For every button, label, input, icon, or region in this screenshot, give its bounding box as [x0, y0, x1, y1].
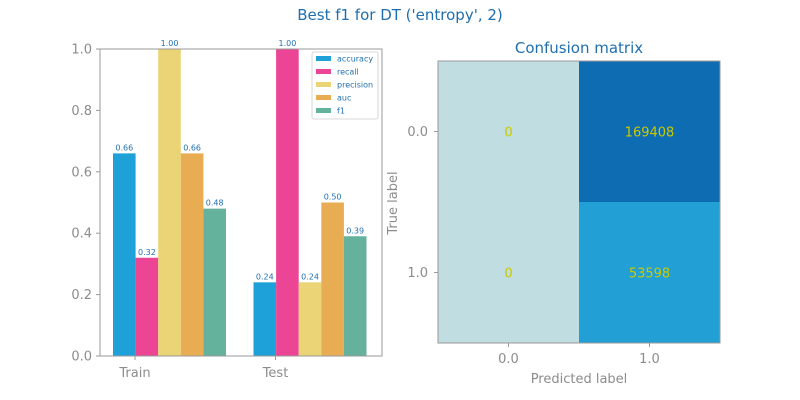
bar-f1-test [343, 236, 367, 356]
data-label: 1.00 [161, 39, 179, 48]
matrix-cells [438, 61, 720, 343]
bar-f1-train [203, 208, 226, 356]
x-axis: Train Test [118, 356, 288, 381]
y-tick-label: 0.0 [407, 125, 428, 140]
x-tick-label: Train [118, 366, 150, 381]
bar-data-labels: 0.66 0.32 1.00 0.66 0.48 0.24 1.00 0.24 0.50 0.39 [115, 39, 364, 281]
legend: accuracy recall precision auc f1 [311, 51, 379, 120]
data-label: 0.39 [346, 226, 364, 235]
confusion-matrix-title: Confusion matrix [515, 39, 643, 57]
data-label: 0.66 [183, 143, 201, 152]
data-label: 1.00 [278, 39, 296, 48]
bar-auc-test [321, 202, 344, 356]
figure-title: Best f1 for DT ('entropy', 2) [297, 6, 503, 24]
x-tick-label: Test [262, 366, 289, 381]
bar-recall-train [135, 257, 159, 356]
bar-accuracy-test [253, 282, 277, 356]
bar-recall-test [276, 49, 299, 356]
legend-swatch-recall [316, 69, 331, 74]
bar-chart: 0.0 0.2 0.4 0.6 0.8 1.0 Train Test 0.66 0.32 1.0… [71, 39, 383, 381]
legend-label: accuracy [337, 55, 373, 64]
data-label: 0.32 [138, 248, 156, 257]
data-label: 0.66 [115, 143, 133, 152]
matrix-cell [579, 202, 720, 343]
bar-auc-train [180, 153, 204, 356]
y-tick-label: 0.2 [71, 288, 92, 303]
matrix-frame [437, 60, 721, 344]
legend-box [311, 51, 379, 120]
bar-precision-test [298, 282, 322, 356]
matrix-cell-value: 0 [504, 267, 512, 282]
bar-accuracy-train [113, 153, 136, 356]
matrix-cell [579, 61, 720, 202]
matrix-cell-value: 0 [504, 126, 512, 141]
y-tick-label: 1.0 [71, 43, 92, 58]
bar-series [113, 49, 367, 356]
y-tick-label: 0.4 [71, 227, 92, 242]
data-label: 0.24 [256, 272, 274, 281]
legend-swatch-accuracy [316, 56, 331, 61]
data-label: 0.48 [206, 199, 224, 208]
matrix-cell-labels: 0 169408 0 53598 [504, 126, 674, 282]
y-axis: 0.0 0.2 0.4 0.6 0.8 1.0 [71, 43, 100, 365]
data-label: 0.50 [324, 193, 342, 202]
matrix-cell-value: 169408 [625, 126, 675, 141]
legend-label: f1 [337, 107, 345, 116]
x-tick-label: 1.0 [639, 352, 660, 367]
data-label: 0.24 [301, 272, 319, 281]
legend-label: auc [337, 94, 351, 103]
y-axis-label: True label [386, 171, 401, 235]
y-tick-label: 0.6 [71, 165, 92, 180]
legend-label: precision [337, 81, 373, 90]
legend-swatch-auc [316, 95, 331, 100]
legend-swatch-precision [316, 82, 331, 87]
matrix-cell [438, 202, 579, 343]
plot-frame [99, 48, 383, 357]
x-tick-label: 0.0 [498, 352, 519, 367]
y-tick-label: 0.0 [71, 350, 92, 365]
matrix-cell-value: 53598 [629, 267, 670, 282]
y-tick-label: 0.8 [71, 104, 92, 119]
legend-label: recall [337, 68, 359, 77]
legend-swatch-f1 [316, 108, 331, 113]
matrix-ticks: 0.0 1.0 0.0 1.0 [407, 125, 660, 367]
matrix-cell [438, 61, 579, 202]
x-axis-label: Predicted label [531, 372, 628, 387]
y-tick-label: 1.0 [407, 266, 428, 281]
bar-precision-train [158, 49, 181, 356]
